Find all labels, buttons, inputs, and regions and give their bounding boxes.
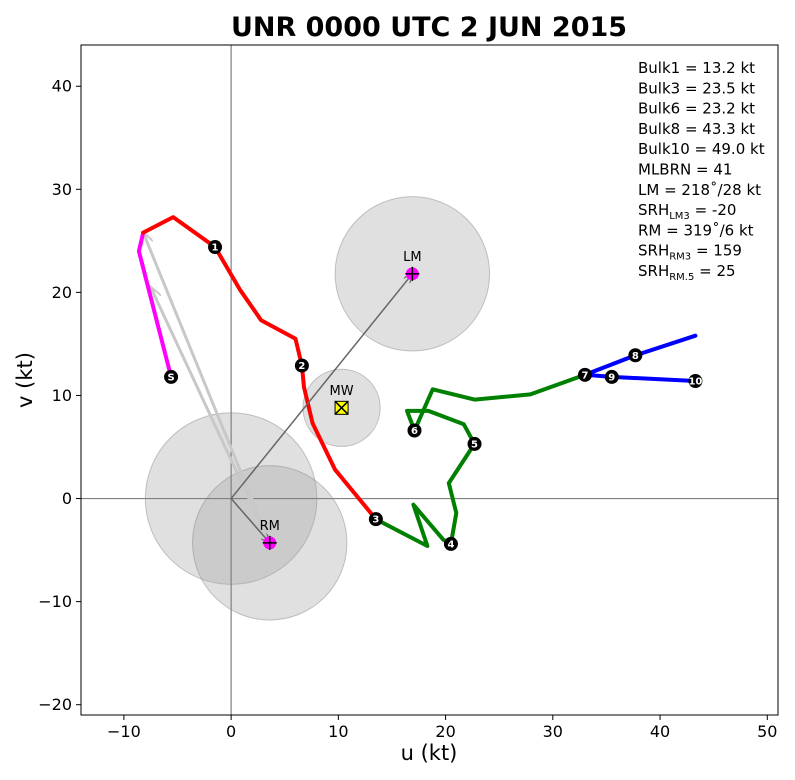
motion-marker-label: RM xyxy=(260,519,280,534)
height-marker-dot xyxy=(467,436,482,451)
chart-title: UNR 0000 UTC 2 JUN 2015 xyxy=(231,12,627,43)
y-tick-label: 40 xyxy=(52,77,72,96)
motion-vector-1 xyxy=(230,498,270,543)
grey-arrows xyxy=(143,233,272,544)
y-axis-label: v (kt) xyxy=(13,352,37,408)
stat-line: Bulk10 = 49.0 kt xyxy=(638,140,765,158)
height-marker-label: 2 xyxy=(298,361,305,372)
x-tick-label: −10 xyxy=(107,722,141,741)
y-tick-label: 0 xyxy=(62,489,72,508)
stat-line: SRHLM3 = -20 xyxy=(638,201,736,222)
stat-line: Bulk6 = 23.2 kt xyxy=(638,100,755,118)
stats-panel: Bulk1 = 13.2 kt Bulk3 = 23.5 kt Bulk6 = 23… xyxy=(638,59,765,283)
plot-frame xyxy=(80,44,779,716)
height-marker-dot xyxy=(688,374,703,389)
stat-line: SRHRM.5 = 25 xyxy=(638,262,736,283)
x-axis-label: u (kt) xyxy=(401,741,458,765)
height-markers: S 1 2 3 4 5 6 7 8 9 10 xyxy=(164,240,703,551)
y-tick-label: −10 xyxy=(38,592,72,611)
height-marker-8: 8 xyxy=(628,348,643,363)
motion-marker-label: MW xyxy=(330,384,354,399)
hodograph-segment-1 xyxy=(141,215,378,522)
height-marker-dot xyxy=(577,367,592,382)
grey-arrow-0 xyxy=(143,233,272,544)
y-tick-label: 30 xyxy=(52,180,72,199)
height-marker-2: 2 xyxy=(294,358,309,373)
height-marker-label: S xyxy=(167,372,174,383)
stat-line: Bulk8 = 43.3 kt xyxy=(638,120,755,138)
stat-line: Bulk1 = 13.2 kt xyxy=(638,59,755,77)
y-tick-label: −20 xyxy=(38,695,72,714)
height-marker-3: 3 xyxy=(368,512,383,527)
x-tick-label: 30 xyxy=(543,722,563,741)
height-marker-label: 8 xyxy=(632,351,639,362)
stat-line: Bulk3 = 23.5 kt xyxy=(638,79,755,97)
stat-line: SRHRM3 = 159 xyxy=(638,242,742,263)
height-marker-label: 3 xyxy=(372,515,379,526)
motion-marker-x2 xyxy=(334,400,349,415)
y-tick-label: 20 xyxy=(52,283,72,302)
x-tick-label: 20 xyxy=(435,722,455,741)
height-marker-1: 1 xyxy=(208,240,223,255)
motion-marker-label: LM xyxy=(403,250,421,265)
stat-line: RM = 319˚/6 kt xyxy=(638,221,754,239)
x-tick-label: 50 xyxy=(757,722,777,741)
stat-line: MLBRN = 41 xyxy=(638,161,732,179)
height-marker-dot xyxy=(368,512,383,527)
height-marker-dot xyxy=(443,536,458,551)
height-marker-6: 6 xyxy=(407,423,422,438)
height-marker-dot xyxy=(164,369,179,384)
x-tick-label: 40 xyxy=(650,722,670,741)
x-tick-label: 0 xyxy=(226,722,236,741)
plot-area: S 1 2 3 4 5 6 7 8 9 10 LM RM MW xyxy=(81,45,778,715)
motion-marker-rm: RM xyxy=(260,519,280,550)
height-marker-label: 10 xyxy=(688,377,702,388)
storm-motion-markers: LM RM MW xyxy=(260,250,422,550)
height-marker-label: 5 xyxy=(471,439,478,450)
motion-vector-0 xyxy=(230,274,412,500)
axis-ticks: −10 0 10 20 30 40 50 −20 −10 0 10 20 30 40 xyxy=(38,77,777,741)
uncertainty-circles xyxy=(144,196,491,621)
y-tick-label: 10 xyxy=(52,386,72,405)
hodograph-segment-0 xyxy=(136,230,174,379)
hodograph-segment-2 xyxy=(373,372,587,548)
stat-line: LM = 218˚/28 kt xyxy=(638,181,761,199)
x-tick-label: 10 xyxy=(328,722,348,741)
motion-marker-lm: LM xyxy=(403,250,422,281)
height-marker-S: S xyxy=(164,369,179,384)
height-marker-label: 6 xyxy=(411,426,418,437)
height-marker-dot xyxy=(294,358,309,373)
motion-vectors xyxy=(230,274,412,543)
motion-marker-mw: MW xyxy=(330,384,354,415)
height-marker-10: 10 xyxy=(688,374,703,389)
height-marker-dot xyxy=(208,240,223,255)
height-marker-9: 9 xyxy=(604,369,619,384)
height-marker-label: 9 xyxy=(608,372,615,383)
zero-axes xyxy=(81,45,778,715)
height-marker-dot xyxy=(628,348,643,363)
height-marker-dot xyxy=(604,369,619,384)
grey-arrow-1 xyxy=(151,287,272,544)
height-marker-7: 7 xyxy=(577,367,592,382)
height-marker-label: 1 xyxy=(212,243,219,254)
height-marker-label: 4 xyxy=(447,539,454,550)
height-marker-5: 5 xyxy=(467,436,482,451)
height-marker-4: 4 xyxy=(443,536,458,551)
height-marker-dot xyxy=(407,423,422,438)
height-marker-label: 7 xyxy=(582,370,589,381)
